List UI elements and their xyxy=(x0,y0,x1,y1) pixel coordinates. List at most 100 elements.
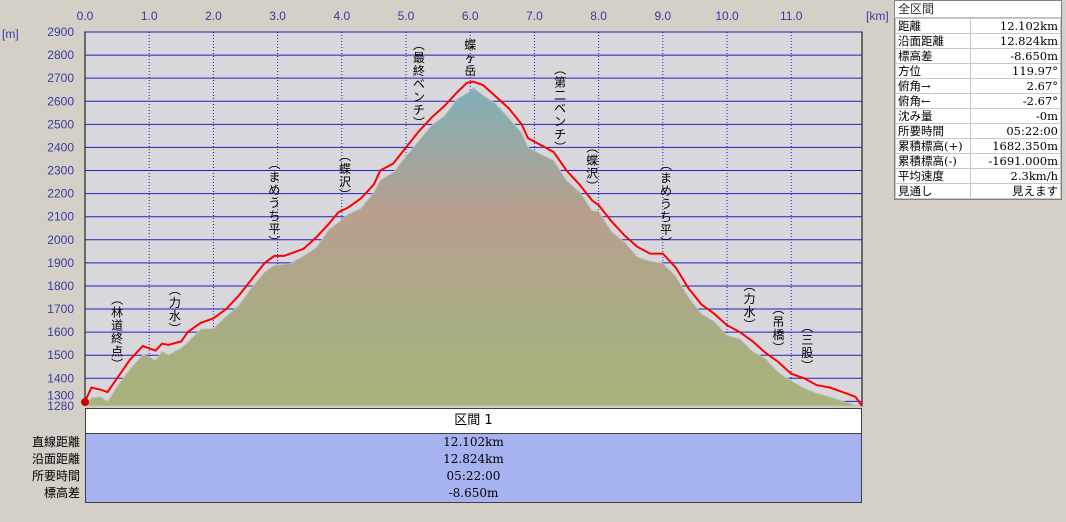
elevation-chart: 0.0 1.0 2.0 3.0 4.0 5.0 6.0 7.0 8.0 9.0 10.0 11.0 1… xyxy=(2,9,889,410)
summary-label: 標高差 xyxy=(895,48,971,64)
summary-value: 2.67° xyxy=(970,78,1061,94)
y-tick-label: 2900 xyxy=(47,25,74,39)
x-tick-label: 8.0 xyxy=(590,9,607,23)
summary-row: 距離 12.102km xyxy=(895,18,1061,34)
x-tick-label: 0.0 xyxy=(77,9,94,23)
y-tick-label: 2000 xyxy=(47,233,74,247)
x-axis-ticks: 0.0 1.0 2.0 3.0 4.0 5.0 6.0 7.0 8.0 9.0 10.0 11.0 xyxy=(77,9,803,23)
waypoint-label: ︵三股︶(三股) xyxy=(801,320,813,373)
section-label: 所要時間 xyxy=(31,469,80,483)
summary-value: -1691.000m xyxy=(970,153,1061,169)
section-values: 12.102km 12.824km 05:22:00 -8.650m xyxy=(85,434,862,503)
section-label: 標高差 xyxy=(43,486,80,500)
x-tick-label: 1.0 xyxy=(141,9,158,23)
section-value: 05:22:00 xyxy=(446,469,501,483)
summary-value: -8.650m xyxy=(970,48,1061,64)
x-tick-label: 9.0 xyxy=(654,9,671,23)
summary-panel: 全区間 距離 12.102km 沿面距離 12.824km 標高差 -8.650m 方位 11… xyxy=(894,0,1062,200)
summary-row: 沿面距離 12.824km xyxy=(895,33,1061,49)
summary-label: 所要時間 xyxy=(895,123,971,139)
waypoint-label: ︵力水︶(力水) xyxy=(744,279,756,332)
summary-row: 沈み量 -0m xyxy=(895,108,1061,124)
waypoint-label: ︵林道終点︶(林道終点) xyxy=(111,292,123,371)
summary-value: 05:22:00 xyxy=(970,123,1061,139)
waypoint-label: ︵吊橋︶(吊橋) xyxy=(772,302,784,355)
summary-label: 累積標高(-) xyxy=(895,153,971,169)
summary-row: 累積標高(+) 1682.350m xyxy=(895,138,1061,154)
waypoint-label: ︵まめうち平︶(まめうち平) xyxy=(268,157,280,249)
x-tick-label: 10.0 xyxy=(715,9,739,23)
summary-value: 見えます xyxy=(970,183,1061,199)
x-tick-label: 7.0 xyxy=(526,9,543,23)
section-title[interactable]: 区間 1 xyxy=(85,408,862,434)
y-tick-label: 2200 xyxy=(47,187,74,201)
y-tick-label: 2400 xyxy=(47,140,74,154)
summary-row: 所要時間 05:22:00 xyxy=(895,123,1061,139)
x-tick-label: 3.0 xyxy=(269,9,286,23)
summary-label: 距離 xyxy=(895,18,971,34)
summary-row: 標高差 -8.650m xyxy=(895,48,1061,64)
summary-label: 平均速度 xyxy=(895,168,971,184)
y-tick-label: 1300 xyxy=(47,388,74,402)
summary-value: 119.97° xyxy=(970,63,1061,79)
summary-label: 方位 xyxy=(895,63,971,79)
summary-label: 俯角← xyxy=(895,93,971,109)
summary-label: 見通し xyxy=(895,183,971,199)
section-value: -8.650m xyxy=(448,486,499,500)
y-tick-label: 2600 xyxy=(47,94,74,108)
y-tick-label: 1600 xyxy=(47,325,74,339)
summary-row: 累積標高(-) -1691.000m xyxy=(895,153,1061,169)
terrain-fill xyxy=(83,87,863,407)
summary-row: 方位 119.97° xyxy=(895,63,1061,79)
summary-value: 2.3km/h xyxy=(970,168,1061,184)
x-tick-label: 11.0 xyxy=(780,9,803,23)
section-panel: 区間 1 12.102km 12.824km 05:22:00 -8.650m xyxy=(85,408,862,503)
start-marker xyxy=(81,398,89,406)
y-tick-label: 2100 xyxy=(47,210,74,224)
summary-row: 見通し 見えます xyxy=(895,183,1061,199)
y-tick-label: 2800 xyxy=(47,48,74,62)
x-tick-label: 6.0 xyxy=(462,9,479,23)
waypoint-label: 蝶ヶ岳蝶ヶ岳 xyxy=(464,37,476,78)
y-tick-label: 2300 xyxy=(47,164,74,178)
y-tick-label: 1800 xyxy=(47,279,74,293)
summary-value: 1682.350m xyxy=(970,138,1061,154)
x-tick-label: 5.0 xyxy=(398,9,415,23)
waypoint-label: ︵蝶沢︶(蝶沢) xyxy=(339,149,351,202)
section-label: 沿面距離 xyxy=(31,452,80,466)
summary-value: 12.102km xyxy=(970,18,1061,34)
waypoint-label: ︵まめうち平︶(まめうち平) xyxy=(660,158,672,250)
y-tick-label: 1400 xyxy=(47,371,74,385)
summary-row: 俯角→ 2.67° xyxy=(895,78,1061,94)
summary-label: 沈み量 xyxy=(895,108,971,124)
waypoint-annotations: ︵林道終点︶(林道終点) ︵力水︶(力水) ︵まめうち平︶(まめうち平) ︵蝶沢︶(蝶… xyxy=(111,37,813,373)
summary-value: -2.67° xyxy=(970,93,1061,109)
summary-row: 平均速度 2.3km/h xyxy=(895,168,1061,184)
summary-header: 全区間 xyxy=(895,1,1061,18)
y-tick-label: 1900 xyxy=(47,256,74,270)
summary-row: 俯角← -2.67° xyxy=(895,93,1061,109)
summary-value: 12.824km xyxy=(970,33,1061,49)
section-label: 直線距離 xyxy=(31,435,80,449)
waypoint-label: ︵蝶沢︶(蝶沢) xyxy=(586,141,598,194)
y-tick-label: 1280 xyxy=(47,399,74,410)
section-value: 12.824km xyxy=(443,452,504,466)
section-value: 12.102km xyxy=(443,435,504,449)
waypoint-label: ︵第二ベンチ︶(第二ベンチ) xyxy=(554,62,566,154)
x-tick-label: 2.0 xyxy=(205,9,222,23)
x-axis-unit: [km] xyxy=(866,9,889,23)
summary-label: 俯角→ xyxy=(895,78,971,94)
y-axis-ticks: 1280 1400 1500 1600 1700 1800 1900 2000 2100 2200… xyxy=(47,25,74,410)
y-tick-label: 2700 xyxy=(47,71,74,85)
y-tick-label: 1500 xyxy=(47,348,74,362)
waypoint-label: ︵最終ベンチ︶(最終ベンチ) xyxy=(413,38,425,130)
y-tick-label: 2500 xyxy=(47,117,74,131)
waypoint-label: ︵力水︶(力水) xyxy=(169,283,181,336)
y-tick-label: 1700 xyxy=(47,302,74,316)
summary-value: -0m xyxy=(970,108,1061,124)
y-axis-unit: [m] xyxy=(2,27,19,41)
x-tick-label: 4.0 xyxy=(333,9,350,23)
elevation-profile-line xyxy=(84,80,863,407)
summary-label: 沿面距離 xyxy=(895,33,971,49)
summary-table: 距離 12.102km 沿面距離 12.824km 標高差 -8.650m 方位 119.97… xyxy=(895,18,1061,199)
